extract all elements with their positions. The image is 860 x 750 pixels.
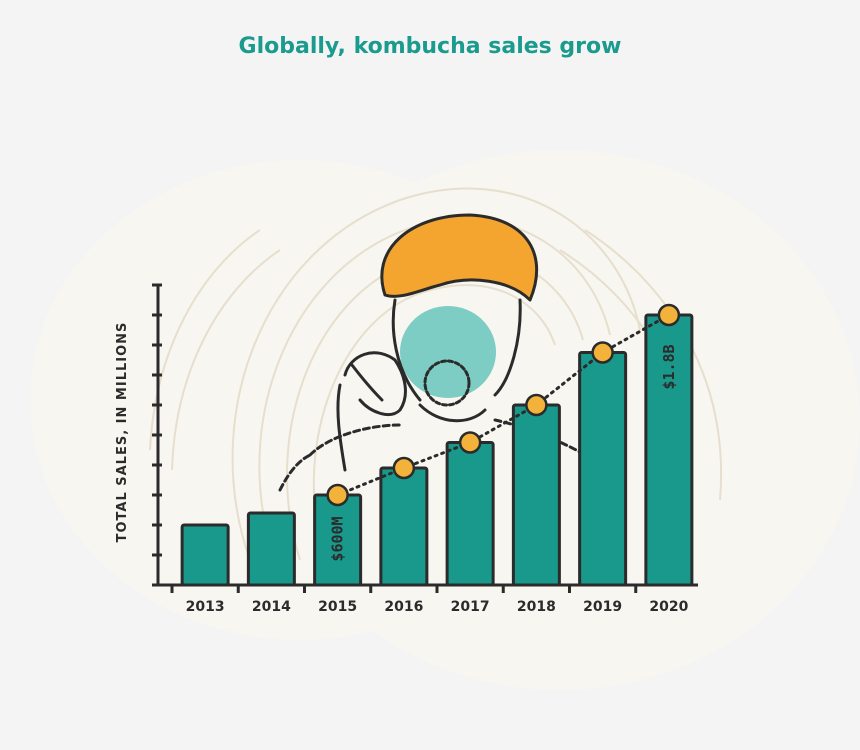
bar-2016 (379, 466, 429, 587)
hand-shape (336, 351, 407, 472)
trend-marker-2019 (591, 341, 614, 364)
collar-outline (418, 403, 487, 423)
data-label-2015: $600M (329, 516, 347, 561)
bar-2014 (246, 511, 296, 587)
x-tick-label-2014: 2014 (252, 599, 291, 615)
x-tick-label-2015: 2015 (318, 599, 357, 615)
trend-marker-2015 (326, 483, 349, 507)
bar-2018 (511, 403, 561, 587)
trend-marker-2020 (657, 303, 681, 327)
x-tick-label-2013: 2013 (186, 599, 225, 615)
x-tick-label-2017: 2017 (451, 599, 490, 615)
bar-2017 (445, 441, 495, 587)
bar-2019 (578, 351, 628, 587)
bar-2013 (180, 523, 230, 587)
hair-shape (380, 213, 539, 302)
face-shape (400, 306, 496, 398)
trend-marker-2017 (458, 431, 482, 454)
y-axis-label: TOTAL SALES, IN MILLIONS (115, 322, 130, 543)
head-outline (391, 298, 522, 402)
magnifying-glass-lens (423, 359, 471, 407)
data-label-2020: $1.8B (660, 344, 678, 389)
x-tick-label-2020: 2020 (649, 599, 688, 615)
chart-labels: TOTAL SALES, IN MILLIONS 2013 2014 2015 2016… (115, 322, 689, 615)
trend-marker-2018 (525, 393, 548, 417)
x-tick-label-2016: 2016 (384, 599, 423, 615)
chart-bars (180, 313, 694, 587)
chart-title: Globally, kombucha sales grow (238, 34, 622, 59)
trend-marker-2016 (392, 456, 416, 480)
trend-line-path (336, 313, 671, 497)
trend-line (326, 303, 681, 507)
x-tick-label-2019: 2019 (583, 599, 622, 615)
x-tick-label-2018: 2018 (517, 599, 556, 615)
